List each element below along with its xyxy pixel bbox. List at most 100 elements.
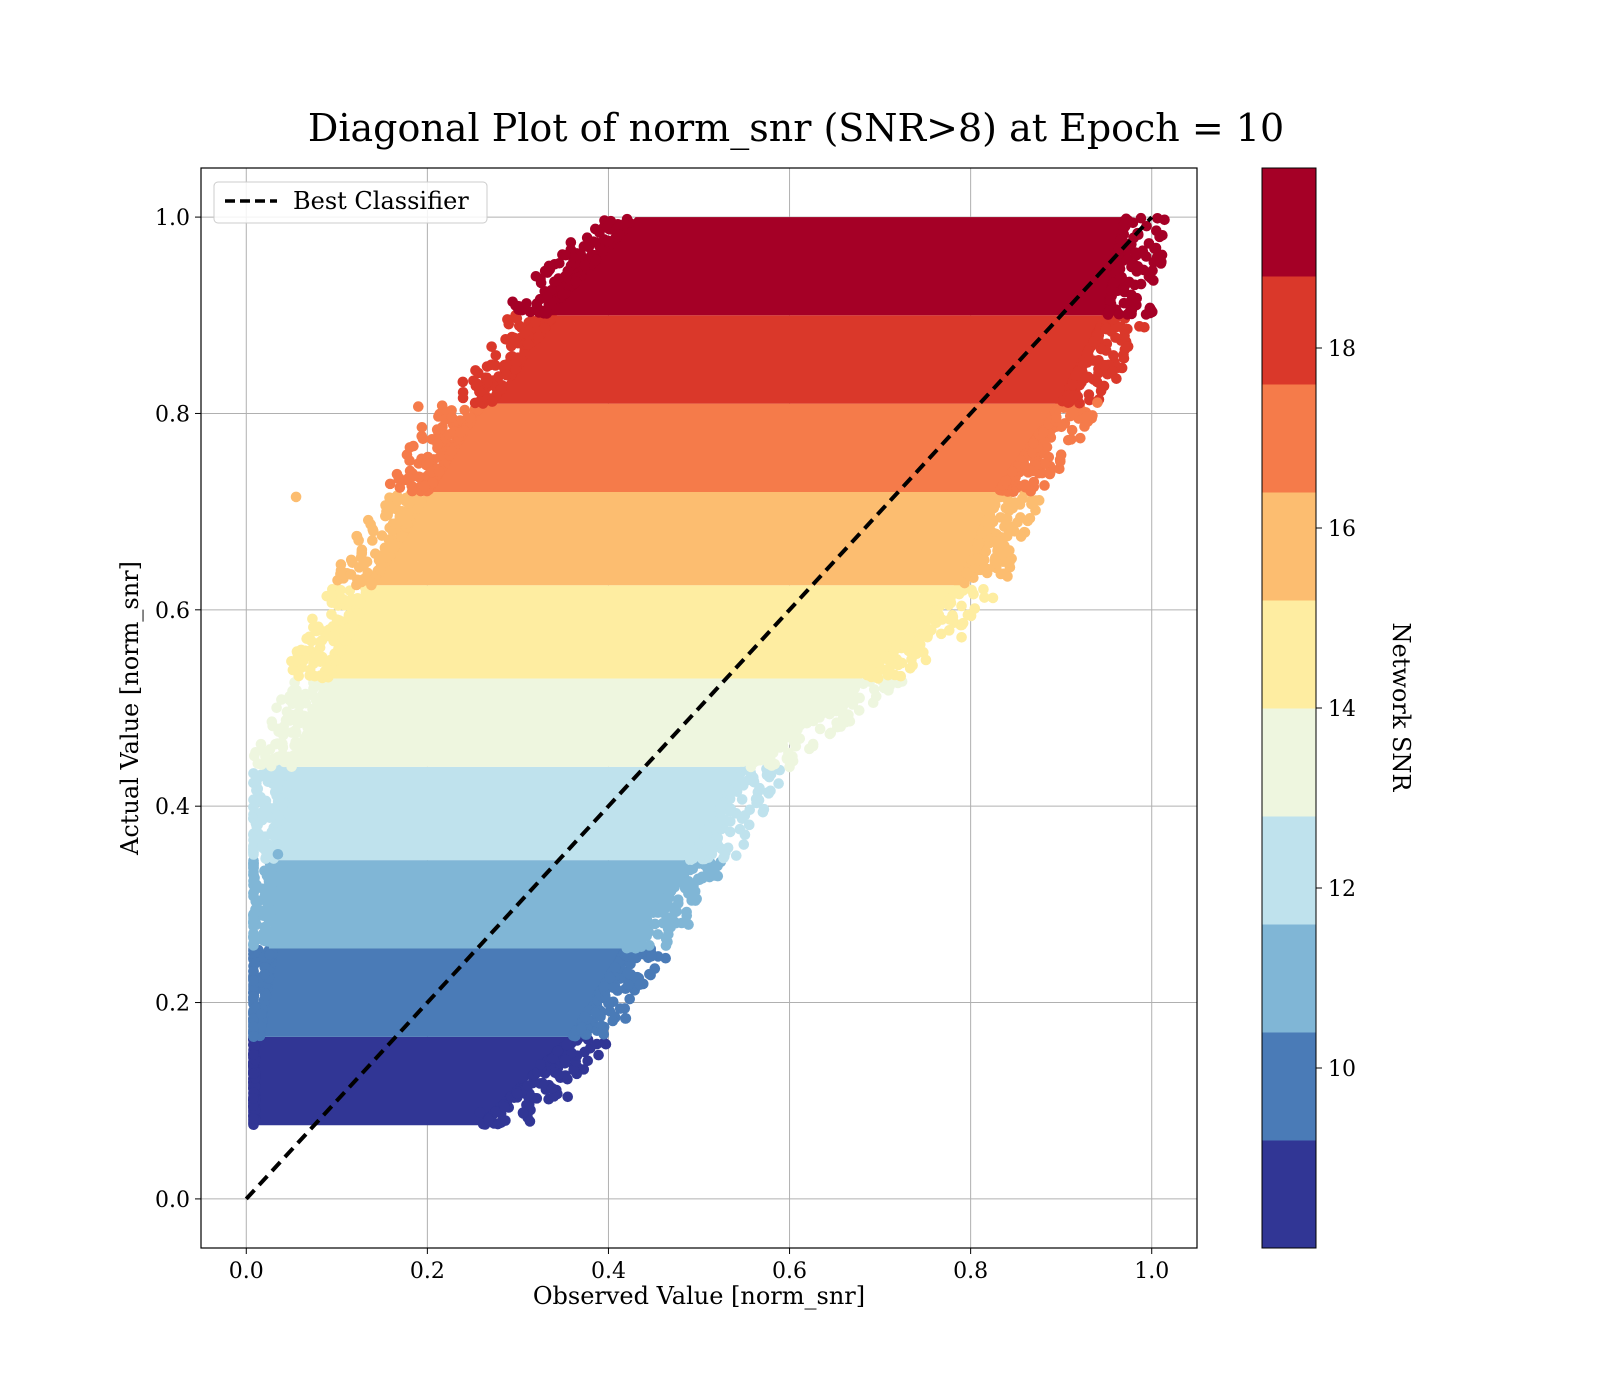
scatter-point <box>375 564 386 576</box>
scatter-point <box>992 545 1003 557</box>
scatter-point <box>1126 289 1137 301</box>
scatter-point <box>769 758 781 770</box>
scatter-point <box>598 981 610 992</box>
scatter-point <box>541 291 553 303</box>
scatter-point <box>250 747 261 758</box>
scatter-point-outlier <box>1055 449 1067 460</box>
scatter-point <box>367 535 378 546</box>
scatter-point <box>355 598 366 609</box>
scatter-point <box>1038 427 1049 438</box>
legend: Best Classifier <box>213 181 488 224</box>
scatter-point <box>343 609 355 621</box>
scatter-point <box>345 569 357 580</box>
scatter-point <box>992 536 1004 547</box>
scatter-point <box>457 376 469 388</box>
scatter-point <box>807 710 819 721</box>
scatter-point <box>865 664 877 676</box>
scatter-point <box>248 915 259 927</box>
scatter-point <box>1100 323 1112 335</box>
scatter-point <box>483 1114 494 1126</box>
scatter-point <box>1000 475 1012 487</box>
scatter-point <box>412 503 423 514</box>
scatter-point <box>335 584 346 596</box>
scatter-point <box>978 562 990 574</box>
x-axis-ticks: 0.0 0.2 0.4 0.6 0.8 1.0 <box>229 1248 1169 1284</box>
scatter-point <box>1113 308 1125 320</box>
scatter-point <box>736 813 748 825</box>
scatter-point <box>351 530 362 542</box>
scatter-point <box>873 657 885 669</box>
scatter-point <box>248 768 259 779</box>
scatter-point <box>260 990 272 1002</box>
scatter-point <box>623 979 634 991</box>
y-axis-label: Actual Value [norm_snr] <box>116 561 144 856</box>
scatter-point <box>560 249 571 261</box>
band-6-core <box>373 492 998 586</box>
y-tick-label: 0.4 <box>155 795 190 820</box>
scatter-point <box>1070 370 1082 381</box>
scatter-point <box>248 939 259 950</box>
scatter-point <box>335 568 346 580</box>
scatter-point-outlier <box>474 1107 486 1118</box>
scatter-point <box>968 588 979 600</box>
scatter-point <box>790 740 802 752</box>
scatter-point <box>732 773 743 784</box>
scatter-point <box>277 750 289 761</box>
scatter-point <box>1126 308 1137 320</box>
scatter-point <box>1019 479 1031 490</box>
scatter-point-outlier <box>562 1091 574 1103</box>
colorbar-segment <box>1262 1032 1316 1141</box>
scatter-point <box>548 1091 560 1102</box>
scatter-point <box>1099 359 1111 371</box>
colorbar-segment <box>1262 816 1316 925</box>
x-tick-label: 0.4 <box>591 1259 626 1284</box>
scatter-point <box>503 318 515 330</box>
scatter-point <box>256 1008 267 1020</box>
scatter-point <box>987 592 999 604</box>
scatter-point <box>362 514 374 526</box>
scatter-point <box>264 931 275 942</box>
scatter-point <box>995 512 1006 523</box>
best-classifier-line-group <box>244 215 1154 1201</box>
x-axis-label: Observed Value [norm_snr] <box>533 1282 865 1310</box>
scatter-point-outlier <box>843 709 854 721</box>
scatter-point <box>522 339 534 350</box>
scatter-point <box>1063 434 1074 446</box>
scatter-point <box>620 1013 632 1024</box>
scatter-point <box>1156 249 1168 261</box>
scatter-point <box>1028 438 1039 449</box>
scatter-point <box>382 551 393 563</box>
colorbar-segment <box>1262 168 1316 277</box>
scatter-point <box>1118 352 1130 364</box>
scatter-point <box>829 704 840 715</box>
scatter-point <box>757 806 769 818</box>
scatter-point <box>690 895 701 906</box>
scatter-point <box>268 830 280 841</box>
scatter-point <box>323 664 334 676</box>
scatter-point <box>904 662 916 674</box>
scatter-point <box>501 369 512 381</box>
y-axis-ticks: 0.0 0.2 0.4 0.6 0.8 1.0 <box>155 206 201 1213</box>
scatter-point <box>1118 297 1130 309</box>
colorbar-segment <box>1262 708 1316 817</box>
x-tick-label: 0.6 <box>772 1259 807 1284</box>
scatter-point <box>384 478 396 490</box>
scatter-point <box>562 265 574 277</box>
scatter-point <box>1093 330 1105 341</box>
band-5-core <box>327 585 962 679</box>
scatter-point <box>326 597 338 609</box>
scatter-point <box>773 778 784 789</box>
scatter-point <box>979 592 990 603</box>
scatter-point <box>248 1049 259 1060</box>
colorbar-segment <box>1262 492 1316 601</box>
scatter-point <box>581 232 593 244</box>
colorbar-tick-label: 18 <box>1328 337 1356 362</box>
scatter-point <box>685 854 696 866</box>
scatter-point <box>649 906 661 918</box>
colorbar-label: Network SNR <box>1387 623 1415 793</box>
scatter-point <box>273 810 284 821</box>
scatter-point <box>1039 458 1051 470</box>
scatter-point <box>579 1011 590 1023</box>
scatter-point <box>457 392 469 404</box>
